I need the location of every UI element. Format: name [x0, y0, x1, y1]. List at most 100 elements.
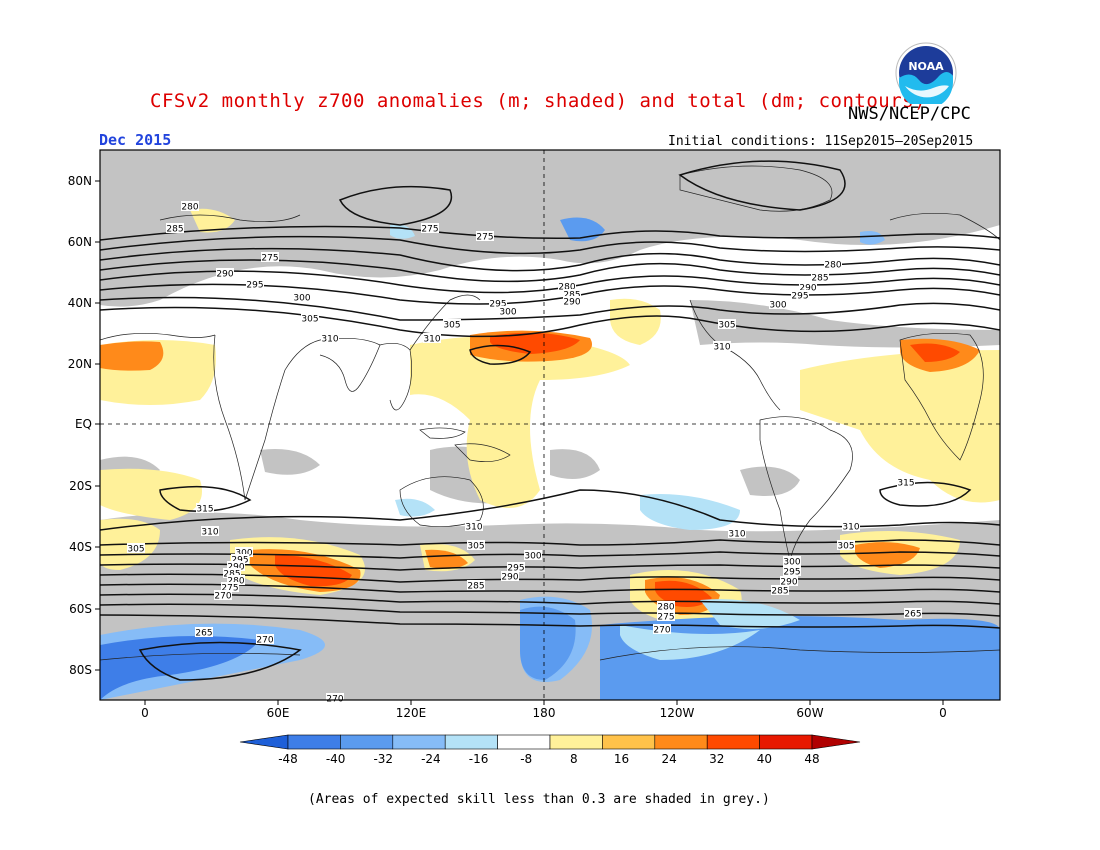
colorbar-tick-label: -24: [421, 752, 441, 766]
height-contours: [100, 160, 1000, 681]
contour-label: 285: [563, 291, 580, 301]
contour-label: 295: [791, 292, 808, 302]
contour-label: 270: [214, 592, 231, 602]
contour-label-bg: [501, 571, 519, 581]
logo-text: NOAA: [908, 60, 944, 73]
contour-label: 265: [195, 629, 212, 639]
chart-title: CFSv2 monthly z700 anomalies (m; shaded)…: [150, 90, 927, 112]
contour-label-bg: [467, 540, 485, 550]
lat-label: 60N: [68, 235, 92, 249]
contour-label: 280: [558, 283, 575, 293]
contour-label-bg: [718, 319, 736, 329]
contour-label: 285: [771, 587, 788, 597]
lon-label: 60E: [267, 706, 290, 720]
contour-label: 285: [223, 570, 240, 580]
contour-label: 295: [507, 564, 524, 574]
contour-label-bg: [657, 611, 675, 621]
contour-label-bg: [489, 298, 507, 308]
colorbar-tick-label: 24: [661, 752, 676, 766]
contour-label: 305: [127, 545, 144, 555]
contour-label: 305: [718, 321, 735, 331]
colorbar-tick-label: -48: [278, 752, 298, 766]
contour-label-bg: [837, 540, 855, 550]
contour-label-bg: [558, 281, 576, 291]
lat-label: 20S: [69, 479, 92, 493]
contour-label: 295: [231, 556, 248, 566]
contour-label-bg: [227, 575, 245, 585]
contour-label-bg: [223, 568, 241, 578]
colorbar-box: [759, 734, 813, 750]
colorbar-box: [287, 734, 341, 750]
contour-label: 300: [293, 294, 310, 304]
contour-label: 295: [246, 281, 263, 291]
colorbar-box: [340, 734, 394, 750]
contour-label: 295: [489, 300, 506, 310]
lat-label: 40S: [69, 540, 92, 554]
contour-label: 270: [653, 626, 670, 636]
contour-label: 300: [769, 301, 786, 311]
contour-label-bg: [780, 576, 798, 586]
colorbar-tick-label: 40: [757, 752, 772, 766]
contour-label-bg: [467, 580, 485, 590]
lon-label: 120E: [396, 706, 427, 720]
contour-label: 300: [524, 552, 541, 562]
contour-label-bg: [221, 582, 239, 592]
agency-label: NWS/NCEP/CPC: [848, 104, 971, 124]
contour-label: 275: [221, 584, 238, 594]
contour-label-bg: [127, 543, 145, 553]
contour-label-bg: [791, 290, 809, 300]
contour-label-bg: [421, 223, 439, 233]
lon-label: 0: [939, 706, 947, 720]
colorbar-box: [549, 734, 603, 750]
lat-label: 20N: [68, 357, 92, 371]
colorbar-box: [706, 734, 760, 750]
contour-label-bg: [799, 282, 817, 292]
contour-label-bg: [423, 333, 441, 343]
contour-label-bg: [214, 590, 232, 600]
lat-label: 40N: [68, 296, 92, 310]
contour-label-bg: [166, 223, 184, 233]
contour-label: 265: [904, 610, 921, 620]
contour-label-bg: [181, 201, 199, 211]
colorbar-tick-label: 8: [570, 752, 578, 766]
contour-label-bg: [261, 252, 279, 262]
colorbar-tick-label: 16: [614, 752, 629, 766]
contour-label-bg: [196, 503, 214, 513]
contour-label-bg: [524, 550, 542, 560]
contour-label-bg: [499, 306, 517, 316]
contour-label: 270: [256, 636, 273, 646]
contour-label-bg: [653, 624, 671, 634]
contour-label: 285: [467, 582, 484, 592]
forecast-month: Dec 2015: [99, 131, 172, 149]
colorbar-box: [602, 734, 656, 750]
contour-label-bg: [201, 526, 219, 536]
contour-label: 300: [783, 558, 800, 568]
contour-label: 285: [166, 225, 183, 235]
colorbar-tick-label: 32: [709, 752, 724, 766]
contour-label: 310: [465, 523, 482, 533]
contour-label-bg: [235, 547, 253, 557]
contour-label: 300: [235, 549, 252, 559]
contour-label: 295: [783, 568, 800, 578]
colorbar: -48 -40 -32 -24 -16 -8 8 16 24 32 40 48: [239, 734, 861, 766]
contour-label-bg: [563, 289, 581, 299]
contour-label-bg: [897, 477, 915, 487]
contour-label-bg: [326, 693, 344, 703]
grid-lines: [100, 150, 1000, 700]
contour-label-bg: [476, 231, 494, 241]
map-frame: [99, 149, 1001, 701]
contour-label: 305: [837, 542, 854, 552]
contour-label: 305: [443, 321, 460, 331]
lat-label: 80S: [69, 663, 92, 677]
skill-footnote: (Areas of expected skill less than 0.3 a…: [308, 792, 770, 807]
contour-label-bg: [465, 521, 483, 531]
colorbar-box: [497, 734, 551, 750]
contour-label-bg: [563, 296, 581, 306]
contour-label-bg: [246, 279, 264, 289]
contour-label: 310: [842, 523, 859, 533]
contour-label: 310: [423, 335, 440, 345]
contour-label-bg: [771, 585, 789, 595]
contour-label: 290: [216, 270, 233, 280]
contour-label-bg: [769, 299, 787, 309]
coastlines: [100, 165, 1000, 661]
